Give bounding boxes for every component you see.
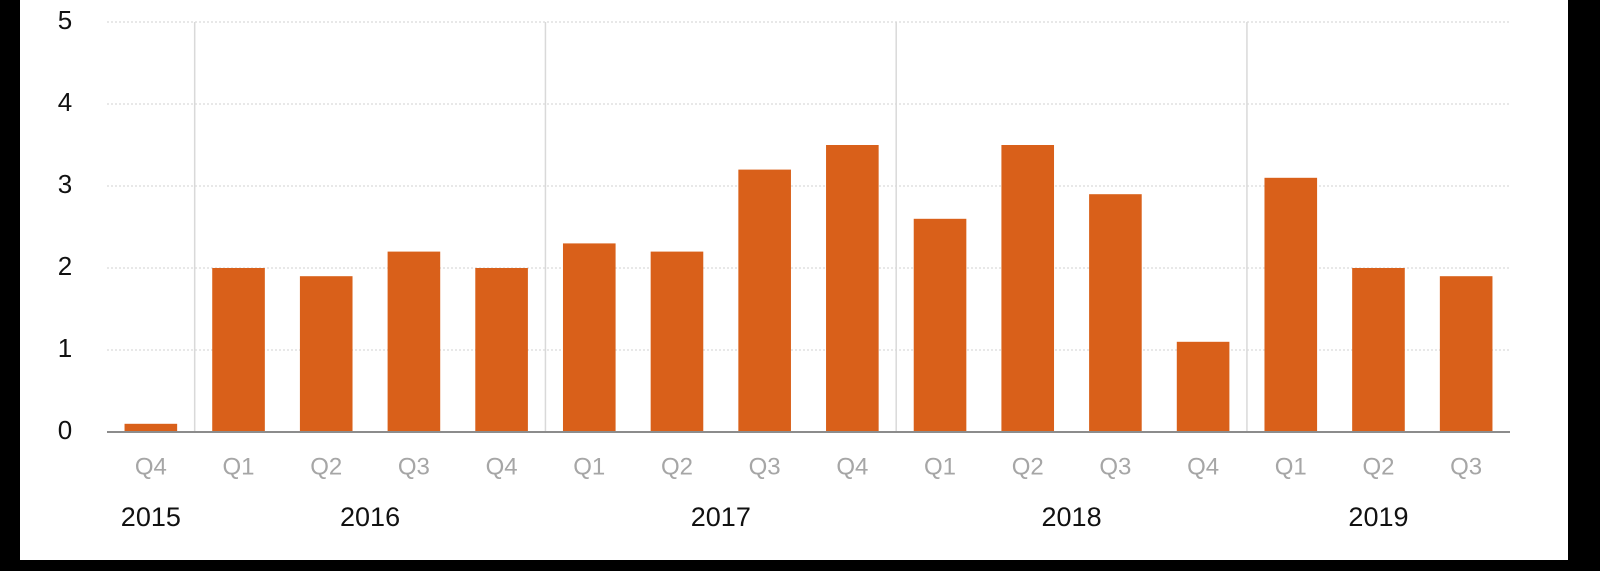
y-tick-label: 1 bbox=[58, 333, 72, 363]
bar bbox=[1089, 194, 1142, 432]
x-tick-label: Q2 bbox=[1362, 453, 1394, 480]
bar bbox=[1001, 145, 1055, 432]
bar bbox=[212, 268, 265, 432]
x-tick-label: Q3 bbox=[1099, 453, 1131, 480]
x-tick-label: Q3 bbox=[749, 453, 781, 480]
bar bbox=[475, 268, 528, 432]
x-tick-label: Q4 bbox=[836, 453, 868, 480]
x-tick-label: Q2 bbox=[661, 453, 693, 480]
x-tick-label: Q4 bbox=[486, 453, 518, 480]
bar bbox=[387, 251, 441, 432]
bar bbox=[124, 423, 178, 432]
group-label: 2016 bbox=[340, 502, 400, 532]
x-tick-label: Q4 bbox=[1187, 453, 1219, 480]
bar bbox=[1352, 268, 1405, 432]
x-tick-label: Q3 bbox=[1450, 453, 1482, 480]
y-tick-label: 4 bbox=[58, 87, 72, 117]
group-label: 2017 bbox=[691, 502, 751, 532]
bar bbox=[1176, 341, 1230, 432]
x-tick-label: Q1 bbox=[1275, 453, 1307, 480]
bar bbox=[738, 169, 791, 432]
x-tick-label: Q1 bbox=[573, 453, 605, 480]
bar bbox=[1264, 177, 1318, 432]
bar bbox=[1439, 276, 1493, 432]
x-tick-label: Q1 bbox=[924, 453, 956, 480]
bar bbox=[826, 145, 879, 432]
y-tick-label: 3 bbox=[58, 169, 72, 199]
y-tick-label: 0 bbox=[58, 415, 72, 445]
bar bbox=[650, 251, 704, 432]
group-label: 2018 bbox=[1042, 502, 1102, 532]
group-label: 2019 bbox=[1348, 502, 1408, 532]
x-tick-label: Q3 bbox=[398, 453, 430, 480]
x-tick-label: Q2 bbox=[310, 453, 342, 480]
bar bbox=[913, 218, 967, 432]
group-label: 2015 bbox=[121, 502, 181, 532]
x-tick-label: Q2 bbox=[1012, 453, 1044, 480]
y-tick-label: 2 bbox=[58, 251, 72, 281]
y-tick-label: 5 bbox=[58, 5, 72, 35]
bar bbox=[562, 243, 616, 432]
x-tick-label: Q1 bbox=[223, 453, 255, 480]
bar bbox=[299, 276, 353, 432]
x-tick-label: Q4 bbox=[135, 453, 167, 480]
